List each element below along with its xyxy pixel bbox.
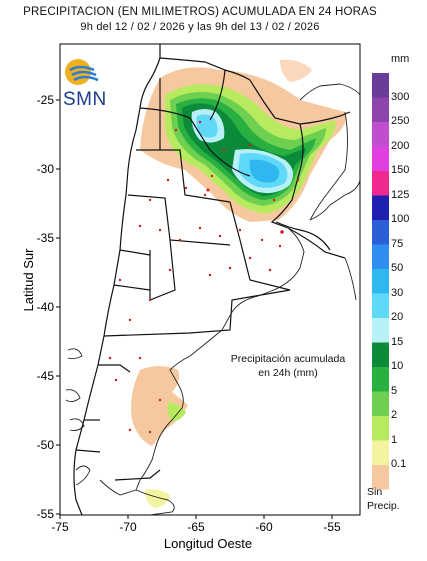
axis-ticks — [56, 99, 333, 519]
map-subtitle: 9h del 12 / 02 / 2026 y las 9h del 13 / … — [80, 21, 320, 33]
legend-swatch — [372, 465, 389, 490]
legend-swatch — [372, 244, 389, 269]
legend-label: 100 — [391, 213, 410, 225]
legend-color-bar — [372, 73, 389, 490]
legend-swatch — [372, 97, 389, 122]
boundaries — [73, 44, 351, 515]
y-tick-label: -25 — [37, 93, 55, 107]
x-tick-label: -65 — [187, 520, 205, 534]
legend-label: 150 — [391, 164, 410, 176]
legend-label: 75 — [391, 237, 404, 250]
legend-swatch — [372, 220, 389, 245]
y-tick-label: -55 — [37, 507, 55, 521]
legend-label: 200 — [391, 139, 410, 152]
legend-swatch — [372, 146, 389, 171]
legend-swatch — [372, 73, 389, 98]
legend-swatch — [372, 293, 389, 318]
no-precip-line1: Sin — [367, 486, 383, 498]
x-axis-label: Longitud Oeste — [164, 536, 252, 551]
precip-areas — [131, 59, 346, 508]
legend-swatch — [372, 171, 389, 196]
legend-label: 125 — [391, 188, 410, 201]
y-axis-label: Latitud Sur — [21, 248, 36, 312]
legend-label: 20 — [391, 311, 404, 323]
legend-label: 15 — [391, 335, 404, 348]
legend-swatch — [372, 367, 389, 392]
x-tick-label: -70 — [119, 520, 137, 534]
legend-label: 1 — [391, 433, 398, 446]
no-precip-label: Sin Precip. — [367, 485, 400, 513]
legend-unit: mm — [391, 53, 410, 65]
y-tick-label: -35 — [37, 231, 55, 245]
y-tick-label: -45 — [37, 369, 55, 383]
legend-swatch — [372, 416, 389, 441]
legend-label: 5 — [391, 384, 398, 397]
legend-swatch — [372, 195, 389, 220]
logo-text: SMN — [63, 89, 107, 110]
legend-swatch — [372, 122, 389, 147]
annotation-line1: Precipitación acumulada — [230, 353, 346, 365]
legend-label: 10 — [391, 360, 404, 372]
legend-swatch — [372, 342, 389, 367]
legend-swatch — [372, 391, 389, 416]
y-tick-label: -30 — [37, 162, 55, 176]
legend-label: 300 — [391, 90, 410, 103]
legend-label: 250 — [391, 115, 410, 127]
x-tick-label: -55 — [323, 520, 341, 534]
legend-swatch — [372, 318, 389, 343]
map-title: PRECIPITACION (EN MILIMETROS) ACUMULADA … — [23, 6, 377, 18]
x-tick-label: -75 — [51, 520, 69, 534]
y-tick-label: -40 — [37, 300, 55, 314]
legend-label: 2 — [391, 409, 398, 421]
coastline — [65, 83, 360, 515]
station-points — [108, 120, 300, 434]
legend-swatch — [372, 440, 389, 465]
no-precip-line2: Precip. — [367, 500, 400, 512]
map-annotation: Precipitación acumulada en 24h (mm) — [218, 352, 358, 380]
legend-label: 30 — [391, 286, 404, 299]
legend-label: 50 — [391, 262, 404, 274]
smn-logo — [65, 59, 99, 85]
x-tick-label: -60 — [255, 520, 273, 534]
y-tick-label: -50 — [37, 438, 55, 452]
legend-label: 0.1 — [391, 458, 407, 470]
annotation-line2: en 24h (mm) — [258, 367, 318, 379]
legend-swatch — [372, 269, 389, 294]
